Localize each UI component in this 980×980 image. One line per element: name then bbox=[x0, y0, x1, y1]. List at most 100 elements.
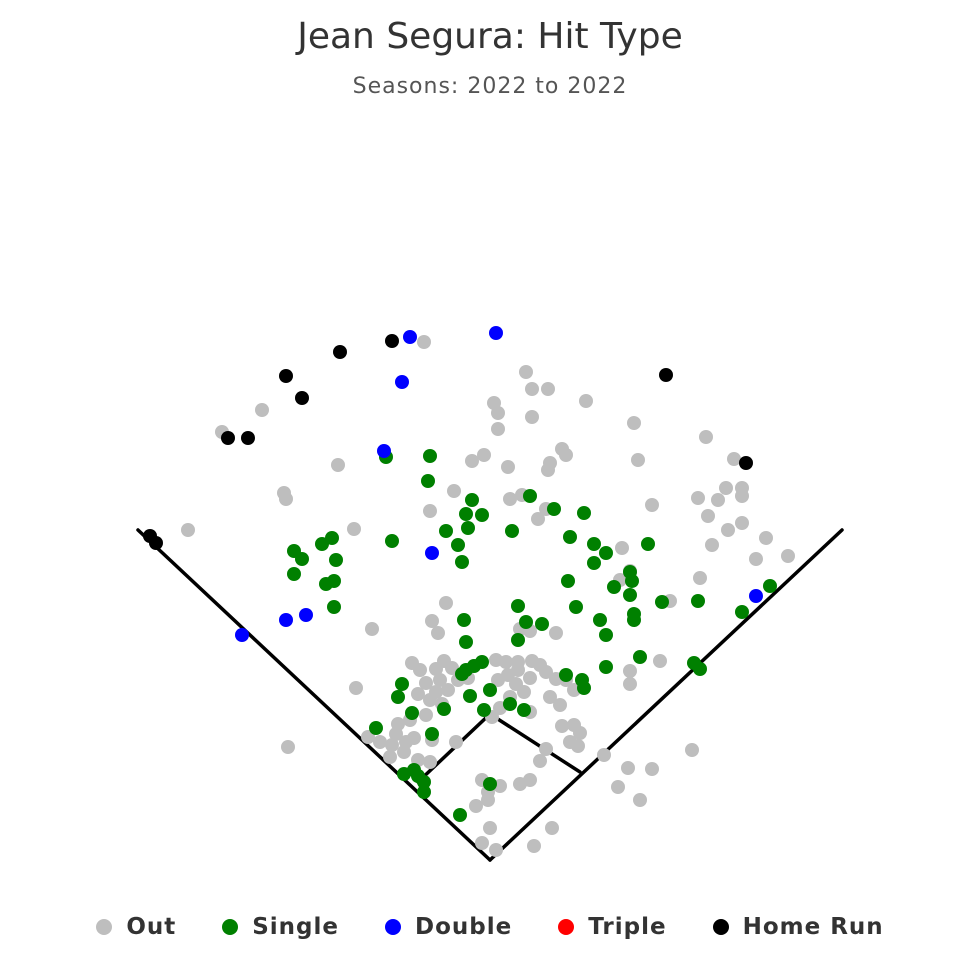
point-single bbox=[463, 689, 477, 703]
point-out bbox=[539, 665, 553, 679]
point-double bbox=[403, 330, 417, 344]
point-single bbox=[455, 555, 469, 569]
point-out bbox=[597, 748, 611, 762]
point-single bbox=[547, 502, 561, 516]
left-foul-line bbox=[136, 528, 492, 862]
legend: Out Single Double Triple Home Run bbox=[0, 914, 980, 940]
point-out bbox=[465, 454, 479, 468]
point-out bbox=[545, 821, 559, 835]
chart-title: Jean Segura: Hit Type bbox=[297, 16, 683, 57]
point-out bbox=[491, 673, 505, 687]
point-out bbox=[631, 453, 645, 467]
point-single bbox=[623, 588, 637, 602]
point-out bbox=[481, 793, 495, 807]
point-out bbox=[541, 463, 555, 477]
point-home-run bbox=[241, 431, 255, 445]
point-single bbox=[451, 538, 465, 552]
point-single bbox=[453, 808, 467, 822]
point-single bbox=[459, 507, 473, 521]
point-single bbox=[439, 524, 453, 538]
point-single bbox=[459, 635, 473, 649]
point-out bbox=[433, 673, 447, 687]
point-out bbox=[365, 622, 379, 636]
point-single bbox=[417, 785, 431, 799]
point-out bbox=[525, 382, 539, 396]
point-single bbox=[627, 613, 641, 627]
point-out bbox=[483, 821, 497, 835]
point-out bbox=[759, 531, 773, 545]
point-single bbox=[503, 697, 517, 711]
point-single bbox=[587, 537, 601, 551]
right-foul-line bbox=[488, 528, 844, 862]
point-out bbox=[407, 731, 421, 745]
point-single bbox=[523, 489, 537, 503]
point-out bbox=[447, 484, 461, 498]
point-out bbox=[385, 738, 399, 752]
point-out bbox=[361, 730, 375, 744]
point-out bbox=[503, 492, 517, 506]
point-single bbox=[423, 449, 437, 463]
point-single bbox=[569, 600, 583, 614]
point-out bbox=[701, 509, 715, 523]
point-out bbox=[417, 335, 431, 349]
point-home-run bbox=[295, 391, 309, 405]
point-single bbox=[421, 474, 435, 488]
point-single bbox=[327, 600, 341, 614]
point-out bbox=[523, 671, 537, 685]
point-single bbox=[599, 546, 613, 560]
point-out bbox=[525, 410, 539, 424]
legend-item: Single bbox=[222, 914, 339, 940]
legend-label: Out bbox=[126, 914, 177, 940]
point-single bbox=[519, 615, 533, 629]
point-out bbox=[623, 664, 637, 678]
point-out bbox=[281, 740, 295, 754]
point-out bbox=[489, 843, 503, 857]
point-single bbox=[577, 681, 591, 695]
point-out bbox=[727, 452, 741, 466]
point-single bbox=[461, 521, 475, 535]
point-out bbox=[469, 799, 483, 813]
point-out bbox=[543, 690, 557, 704]
point-single bbox=[407, 763, 421, 777]
point-out bbox=[373, 735, 387, 749]
point-single bbox=[475, 508, 489, 522]
point-out bbox=[347, 522, 361, 536]
point-double bbox=[235, 628, 249, 642]
point-out bbox=[255, 403, 269, 417]
point-out bbox=[711, 493, 725, 507]
point-single bbox=[465, 493, 479, 507]
legend-marker bbox=[558, 919, 575, 935]
point-out bbox=[621, 761, 635, 775]
point-double bbox=[749, 589, 763, 603]
point-single bbox=[561, 574, 575, 588]
point-out bbox=[501, 460, 515, 474]
point-double bbox=[377, 444, 391, 458]
legend-item: Home Run bbox=[712, 914, 884, 940]
point-out bbox=[539, 742, 553, 756]
point-out bbox=[441, 683, 455, 697]
point-out bbox=[615, 541, 629, 555]
point-single bbox=[329, 553, 343, 567]
point-out bbox=[781, 549, 795, 563]
point-out bbox=[423, 693, 437, 707]
point-home-run bbox=[659, 368, 673, 382]
point-out bbox=[573, 726, 587, 740]
point-out bbox=[735, 516, 749, 530]
points-layer bbox=[143, 326, 795, 857]
point-out bbox=[735, 489, 749, 503]
legend-label: Home Run bbox=[742, 914, 884, 940]
point-out bbox=[653, 654, 667, 668]
point-out bbox=[491, 406, 505, 420]
point-out bbox=[499, 655, 513, 669]
point-out bbox=[627, 416, 641, 430]
point-single bbox=[295, 552, 309, 566]
point-out bbox=[279, 492, 293, 506]
point-home-run bbox=[739, 456, 753, 470]
point-out bbox=[519, 365, 533, 379]
point-out bbox=[623, 677, 637, 691]
point-single bbox=[735, 605, 749, 619]
point-out bbox=[475, 836, 489, 850]
legend-label: Triple bbox=[588, 914, 667, 940]
point-single bbox=[511, 633, 525, 647]
